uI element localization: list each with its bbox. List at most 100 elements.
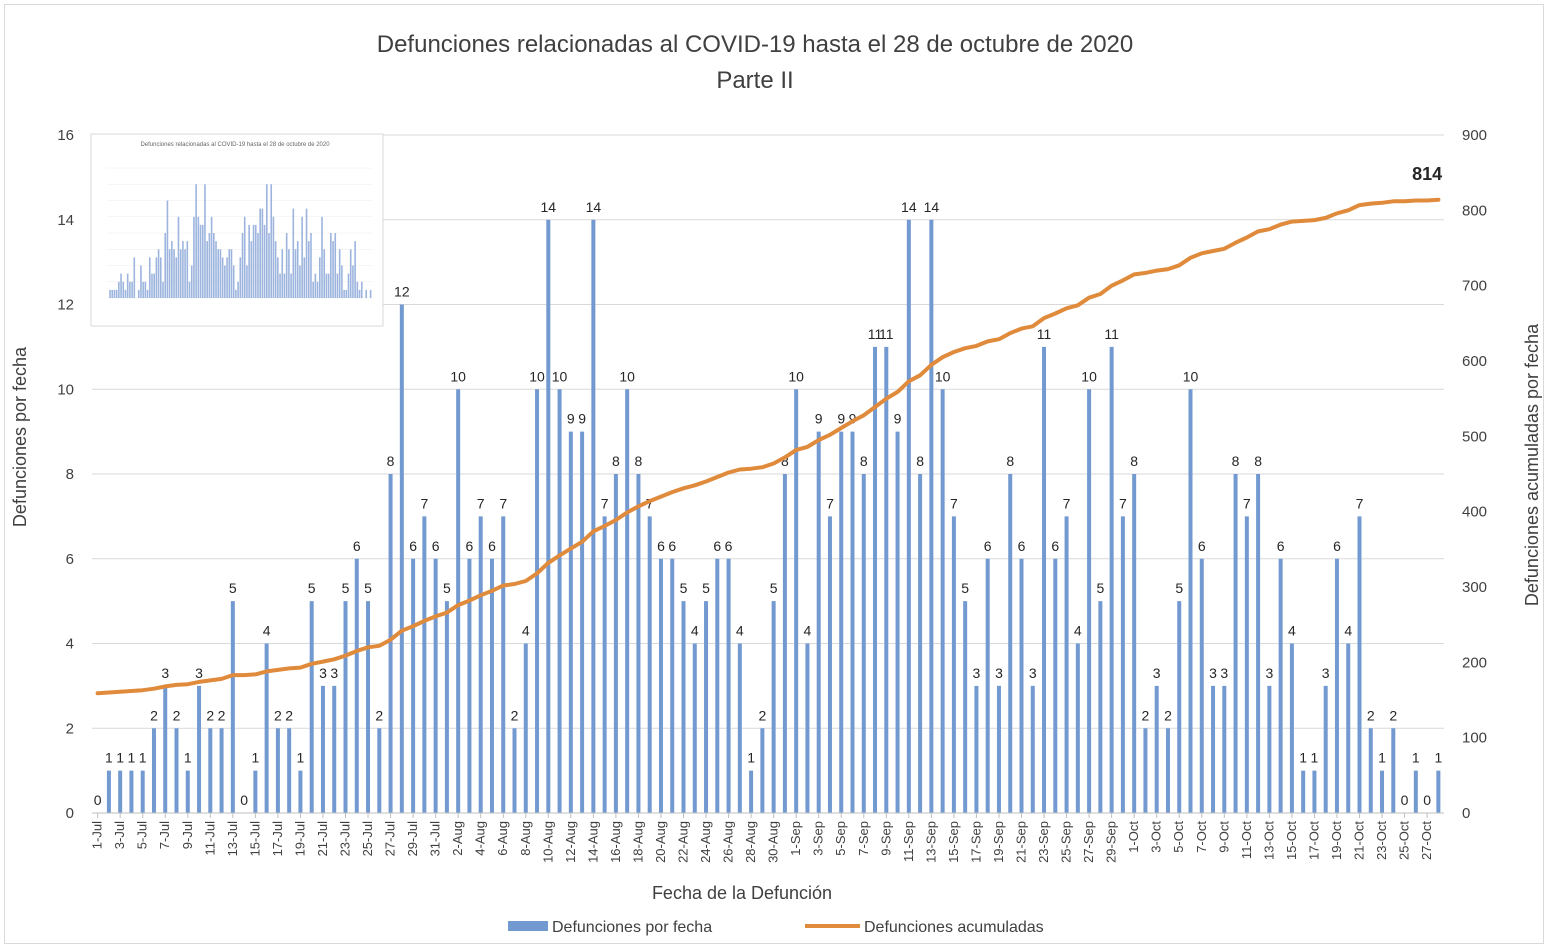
- bar-value-label: 6: [1277, 538, 1285, 554]
- thumbnail-bar: [137, 289, 140, 298]
- bar: [647, 516, 652, 813]
- y-tick-label: 0: [66, 805, 74, 822]
- thumbnail-bar: [208, 233, 211, 298]
- bar: [433, 558, 438, 813]
- bar: [1222, 685, 1227, 813]
- bar-value-label: 11: [879, 326, 894, 342]
- x-tick-label: 11-Oct: [1239, 821, 1254, 859]
- thumbnail-bar: [310, 233, 312, 298]
- bar-value-label: 9: [567, 411, 575, 427]
- thumbnail-bar: [155, 257, 158, 298]
- thumbnail-bar: [261, 208, 264, 298]
- bar: [1211, 685, 1216, 813]
- thumbnail-bar: [283, 273, 286, 298]
- bar-value-label: 3: [1220, 665, 1228, 681]
- thumbnail-bar: [182, 241, 184, 298]
- left-axis-ticks: 0 2 4 6 8 10 12 14 16: [57, 127, 74, 822]
- x-tick-label: 1-Oct: [1126, 821, 1141, 853]
- x-tick-label: 31-Jul: [428, 821, 443, 857]
- thumbnail-bar: [228, 249, 231, 298]
- bar: [1244, 516, 1249, 813]
- x-tick-label: 23-Oct: [1374, 821, 1389, 860]
- thumbnail-bar: [133, 257, 136, 298]
- bar: [658, 558, 663, 813]
- bar: [884, 346, 889, 813]
- bar: [1008, 474, 1013, 813]
- x-axis-ticks: 1-Jul 3-Jul 5-Jul 7-Jul 9-Jul 11-Jul 13-Jul 15-…: [90, 813, 1434, 863]
- bar: [1278, 558, 1283, 813]
- bar: [749, 770, 754, 813]
- bar-value-label: 8: [916, 453, 924, 469]
- thumbnail-bar: [232, 265, 235, 298]
- thumbnail-bar: [124, 289, 127, 298]
- bar: [501, 516, 506, 813]
- bar: [456, 389, 461, 813]
- thumbnail-bar: [148, 257, 151, 298]
- bar-value-label: 2: [758, 707, 766, 723]
- bar: [839, 431, 844, 813]
- bar: [1368, 728, 1373, 813]
- bar: [1289, 643, 1294, 813]
- bar-value-label: 1: [747, 750, 755, 766]
- thumbnail-bar: [259, 208, 261, 298]
- bar-value-label: 2: [511, 707, 519, 723]
- thumbnail-bar: [303, 257, 306, 298]
- bar: [320, 685, 325, 813]
- x-tick-label: 9-Sep: [878, 821, 893, 856]
- bar-value-label: 9: [837, 411, 845, 427]
- cumulative-line: [95, 197, 1441, 696]
- bar: [309, 601, 314, 813]
- thumbnail-bar: [281, 249, 284, 298]
- x-tick-label: 7-Oct: [1194, 821, 1209, 853]
- bar: [974, 685, 979, 813]
- bar-value-label: 11: [868, 326, 883, 342]
- thumbnail-bar: [299, 265, 301, 298]
- x-tick-label: 21-Jul: [315, 821, 330, 857]
- bar-value-label: 6: [725, 538, 733, 554]
- bar: [1233, 474, 1238, 813]
- thumbnail-bar: [263, 224, 266, 298]
- thumbnail-bar: [268, 233, 270, 298]
- bar-value-label: 1: [1412, 750, 1420, 766]
- thumbnail-gridlines: [107, 167, 372, 299]
- bar-value-label: 0: [1401, 792, 1409, 808]
- bar: [591, 219, 596, 813]
- bar: [636, 474, 641, 813]
- thumbnail-bar: [237, 281, 239, 298]
- bar: [715, 558, 720, 813]
- y2-tick-label: 700: [1462, 278, 1487, 295]
- x-tick-label: 14-Aug: [585, 821, 600, 863]
- bar-value-label: 14: [541, 199, 557, 215]
- thumbnail-bar: [316, 281, 319, 298]
- y2-tick-label: 800: [1462, 202, 1487, 219]
- thumbnail-bar: [224, 265, 226, 298]
- bar-value-label: 4: [522, 623, 530, 639]
- x-tick-label: 1-Jul: [90, 821, 105, 849]
- thumbnail-bar: [369, 289, 372, 298]
- thumbnail-bar: [213, 233, 215, 298]
- thumbnail-bar: [296, 241, 299, 298]
- bar: [681, 601, 686, 813]
- x-tick-label: 17-Jul: [270, 821, 285, 857]
- legend-line-label: Defunciones acumuladas: [864, 919, 1044, 936]
- bar-value-label: 7: [646, 495, 654, 511]
- bar-value-label: 7: [1243, 495, 1251, 511]
- bar: [118, 770, 123, 813]
- thumbnail-bar: [219, 249, 222, 298]
- bar-value-label: 1: [139, 750, 147, 766]
- bar-value-label: 6: [432, 538, 440, 554]
- bar: [523, 643, 528, 813]
- bar-value-label: 7: [420, 495, 428, 511]
- bar-value-label: 3: [195, 665, 203, 681]
- bar-value-label: 14: [924, 199, 940, 215]
- bar: [1177, 601, 1182, 813]
- bar-value-label: 1: [1299, 750, 1307, 766]
- y2-tick-label: 600: [1462, 353, 1487, 370]
- thumbnail-bar: [248, 224, 250, 298]
- x-tick-label: 4-Aug: [473, 821, 488, 856]
- bar: [174, 728, 179, 813]
- bar-series: [106, 219, 1441, 813]
- thumbnail-title: Defunciones relacionadas al COVID-19 has…: [140, 142, 330, 148]
- bar: [140, 770, 145, 813]
- thumbnail-bar: [153, 273, 155, 298]
